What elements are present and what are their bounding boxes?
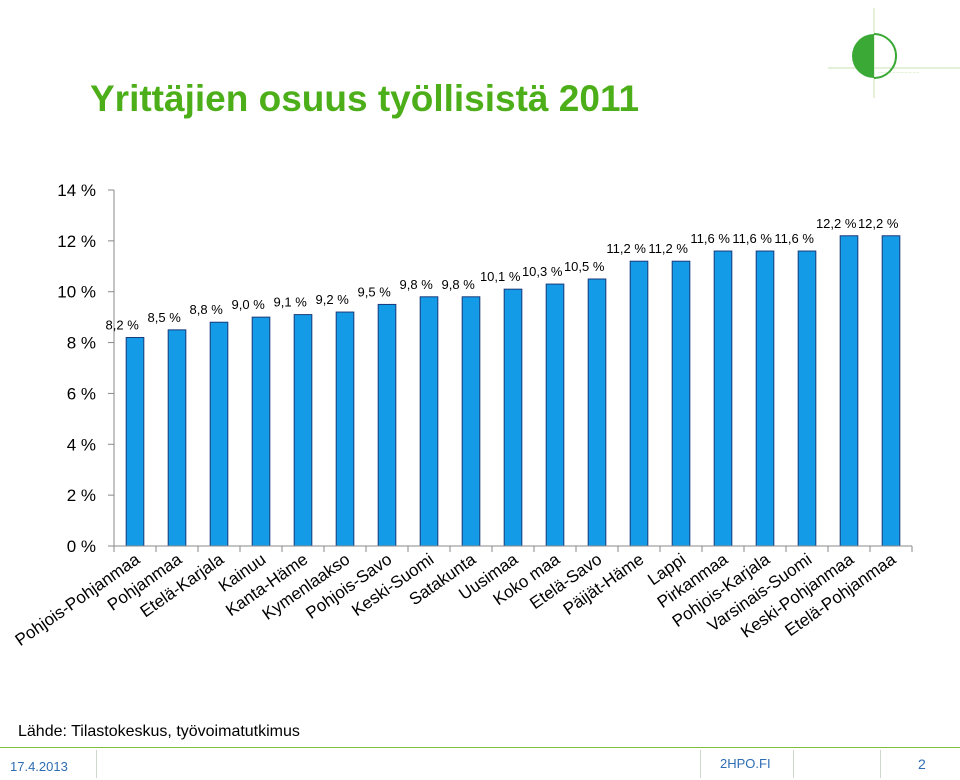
- bar: [545, 283, 565, 547]
- data-label: 9,8 %: [442, 277, 476, 292]
- data-label: 12,2 %: [858, 216, 899, 231]
- y-tick-label: 12 %: [57, 232, 96, 251]
- page-number: 2: [918, 756, 926, 772]
- data-label: 11,6 %: [690, 231, 730, 246]
- y-tick-label: 8 %: [67, 334, 96, 353]
- data-label: 9,5 %: [358, 284, 392, 299]
- bar: [461, 296, 481, 547]
- bar: [251, 316, 271, 547]
- bar: [167, 329, 187, 547]
- footer-date: 17.4.2013: [10, 759, 68, 774]
- y-tick-label: 0 %: [67, 537, 96, 556]
- footer-divider: [0, 747, 960, 748]
- bar: [713, 250, 733, 547]
- y-tick-label: 10 %: [57, 283, 96, 302]
- footer-separator: [700, 750, 701, 778]
- bar: [881, 235, 901, 547]
- bar: [503, 288, 523, 547]
- data-label: 11,6 %: [732, 231, 772, 246]
- y-tick-label: 2 %: [67, 486, 96, 505]
- bar: [419, 296, 439, 547]
- 2hpo-logo-icon: ·······························: [828, 8, 960, 98]
- data-label: 9,0 %: [232, 297, 266, 312]
- bar: [797, 250, 817, 547]
- data-label: 8,8 %: [190, 302, 224, 317]
- data-label: 8,5 %: [148, 310, 182, 325]
- data-labels: 8,2 % 8,5 % 8,8 % 9,0 % 9,1 % 9,2 % 9,5 % 9,8 %…: [106, 216, 899, 333]
- footer-separator: [96, 750, 97, 778]
- bar: [755, 250, 775, 547]
- data-label: 11,2 %: [648, 241, 688, 256]
- bar: [335, 311, 355, 547]
- data-label: 8,2 %: [106, 317, 140, 332]
- data-label: 10,1 %: [480, 269, 521, 284]
- y-tick-label: 14 %: [57, 181, 96, 200]
- bar: [629, 260, 649, 547]
- data-label: 9,8 %: [400, 277, 434, 292]
- footer-separator: [793, 750, 794, 778]
- data-label: 11,6 %: [774, 231, 814, 246]
- svg-text:······························: ·······························: [878, 70, 919, 75]
- source-note: Lähde: Tilastokeskus, työvoimatutkimus: [18, 723, 300, 740]
- data-label: 9,2 %: [316, 292, 350, 307]
- slide-title: Yrittäjien osuus työllisistä 2011: [90, 78, 640, 119]
- y-tick-label: 4 %: [67, 435, 96, 454]
- y-axis: 0 % 2 % 4 % 6 % 8 % 10 % 12 % 14 %: [57, 181, 115, 556]
- x-axis: Pohjois-PohjanmaaPohjanmaaEtelä-KarjalaK…: [12, 545, 913, 650]
- bar: [671, 260, 691, 547]
- bar: [125, 336, 145, 547]
- footer-separator: [880, 750, 881, 778]
- bar-chart: 0 %2 %4 %6 %8 %10 %12 %14 % 8,2 %8,5 %8,…: [12, 181, 913, 650]
- bar: [839, 235, 859, 547]
- bar: [587, 278, 607, 547]
- data-label: 10,3 %: [522, 264, 563, 279]
- data-label: 12,2 %: [816, 216, 857, 231]
- bar: [209, 321, 229, 547]
- y-tick-label: 6 %: [67, 384, 96, 403]
- data-label: 10,5 %: [564, 259, 605, 274]
- data-label: 9,1 %: [274, 295, 308, 310]
- bar: [377, 303, 397, 547]
- data-label: 11,2 %: [606, 241, 646, 256]
- bar: [293, 314, 313, 547]
- footer-site[interactable]: 2HPO.FI: [720, 756, 771, 771]
